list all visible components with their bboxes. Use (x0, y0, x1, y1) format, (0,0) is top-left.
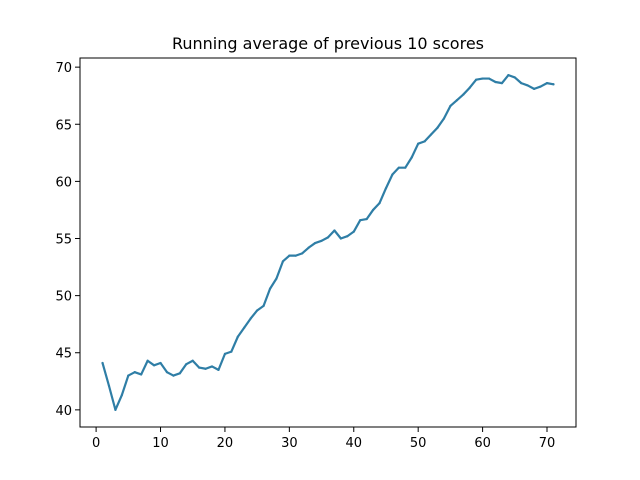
data-point (371, 208, 375, 212)
data-point (339, 237, 342, 240)
data-point (217, 368, 220, 371)
x-tick-label: 20 (217, 436, 234, 451)
data-point (384, 187, 388, 190)
data-point (455, 99, 458, 102)
x-tick-label: 70 (539, 436, 556, 451)
x-tick-label: 0 (92, 436, 100, 451)
y-tick-label: 65 (55, 118, 72, 133)
data-point (533, 87, 536, 90)
data-point (101, 361, 104, 365)
data-point (326, 236, 330, 239)
y-tick-label: 45 (55, 347, 72, 362)
data-point (475, 78, 478, 81)
data-point (204, 367, 207, 370)
data-point (288, 254, 291, 257)
data-point (243, 326, 246, 329)
data-point (210, 365, 214, 368)
data-point (442, 117, 446, 120)
data-point (314, 241, 317, 245)
axes: 0 10 20 30 40 50 60 70 40 45 50 55 60 65 70 (55, 57, 577, 451)
data-point (526, 84, 529, 87)
data-point (127, 374, 130, 377)
y-tick-label: 40 (55, 404, 72, 419)
data-point (159, 361, 162, 365)
data-point (494, 80, 497, 84)
data-point (256, 309, 259, 312)
y-tick-label: 55 (55, 233, 72, 248)
data-point (391, 173, 394, 176)
data-point (198, 366, 201, 369)
data-point (352, 230, 355, 233)
data-point (552, 83, 555, 86)
data-point (359, 219, 362, 222)
data-point (410, 156, 413, 159)
data-point (262, 304, 265, 307)
data-point (320, 239, 323, 242)
data-point (417, 142, 420, 145)
data-point (223, 352, 227, 355)
data-point (301, 252, 304, 255)
data-point (468, 86, 471, 89)
data-point (172, 374, 175, 377)
data-point (114, 408, 117, 411)
data-point (275, 277, 278, 280)
x-tick-label: 30 (281, 436, 298, 451)
data-point (429, 133, 433, 136)
data-point (539, 85, 542, 88)
data-point (107, 384, 111, 387)
chart-title: Running average of previous 10 scores (172, 34, 484, 53)
data-point (146, 359, 149, 362)
plot-area (101, 74, 555, 411)
x-tick-label: 10 (152, 436, 169, 451)
axes-frame (79, 57, 577, 428)
data-point (191, 359, 194, 362)
data-point (481, 77, 484, 80)
x-tick-label: 40 (345, 436, 362, 451)
data-point (462, 93, 465, 96)
data-point (165, 371, 169, 374)
x-tick-label: 60 (474, 436, 491, 451)
data-point (500, 82, 504, 85)
data-point (120, 393, 123, 397)
data-point (507, 74, 510, 77)
data-point (365, 217, 368, 221)
data-point (140, 373, 143, 376)
y-tick-label: 70 (55, 61, 72, 76)
data-point (294, 254, 297, 257)
data-point (397, 166, 400, 169)
data-point (307, 246, 310, 249)
data-point (378, 201, 381, 205)
y-tick-label: 50 (55, 290, 72, 305)
data-point (404, 166, 407, 169)
data-point (513, 76, 516, 79)
data-point (545, 82, 549, 85)
data-point (152, 364, 156, 367)
data-point (487, 77, 491, 80)
data-point (178, 372, 181, 375)
data-point (185, 363, 188, 366)
data-point (423, 140, 426, 143)
data-point (449, 104, 452, 108)
data-point (133, 371, 136, 374)
data-point (249, 317, 252, 320)
data-point (268, 287, 272, 290)
data-point (520, 82, 523, 85)
data-point (236, 335, 239, 338)
x-tick-label: 50 (410, 436, 427, 451)
data-point (281, 260, 285, 263)
data-point (346, 235, 349, 238)
data-point (436, 126, 439, 129)
data-point (333, 229, 336, 232)
data-point (230, 350, 233, 353)
y-tick-label: 60 (55, 175, 72, 190)
